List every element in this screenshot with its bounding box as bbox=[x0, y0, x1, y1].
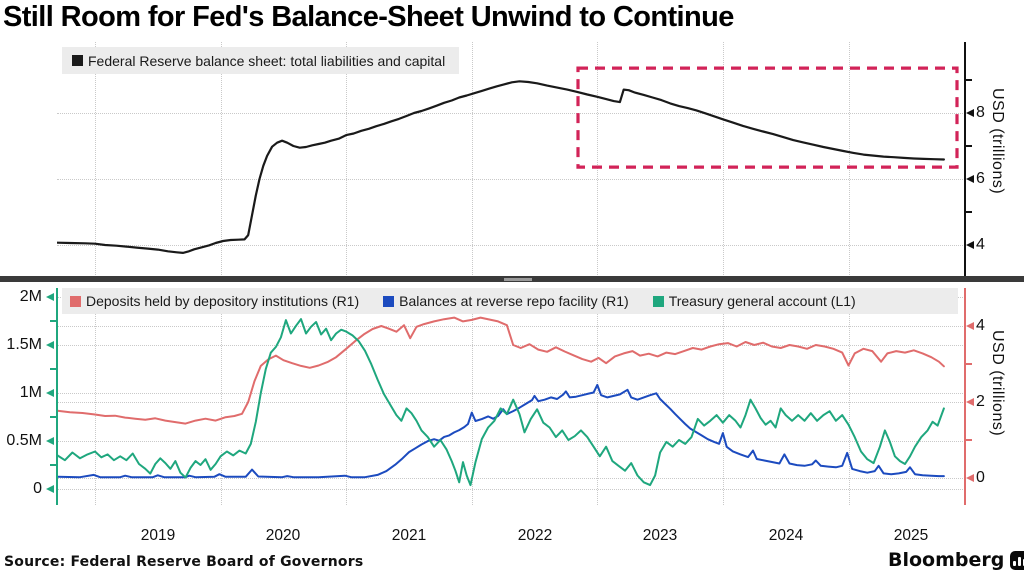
legend-swatch-tga bbox=[652, 295, 664, 307]
axis-tick-label-left: 0 bbox=[33, 480, 42, 497]
source-note: Source: Federal Reserve Board of Governo… bbox=[4, 554, 364, 570]
year-gridline bbox=[722, 42, 724, 277]
x-tick-2025: 2025 bbox=[893, 527, 929, 544]
x-tick-2023: 2023 bbox=[642, 527, 678, 544]
legend-label-tga: Treasury general account (L1) bbox=[668, 293, 856, 309]
x-tick-2020: 2020 bbox=[265, 527, 301, 544]
series-line-tga bbox=[57, 318, 945, 487]
axis-tick-label-left: 1M bbox=[19, 384, 42, 401]
axis-tick-label-right: 8 bbox=[976, 104, 985, 121]
axis-tick-label-right: 4 bbox=[976, 317, 985, 334]
minor-tick-left bbox=[50, 464, 56, 466]
tick-arrow-right bbox=[966, 474, 974, 482]
legend-swatch-balance-sheet bbox=[72, 55, 83, 66]
tick-arrow-right bbox=[966, 398, 974, 406]
tick-gridline bbox=[57, 179, 965, 180]
year-gridline bbox=[346, 288, 348, 505]
axis-line-left bbox=[56, 288, 58, 505]
legend-label-balance-sheet: Federal Reserve balance sheet: total lia… bbox=[88, 52, 446, 69]
highlight-box bbox=[576, 66, 959, 169]
tick-arrow-left bbox=[46, 389, 54, 397]
axis-tick-label-right: 0 bbox=[976, 469, 985, 486]
year-gridline bbox=[471, 288, 473, 505]
tick-arrow-left bbox=[46, 437, 54, 445]
tick-gridline bbox=[57, 393, 965, 394]
minor-tick-right bbox=[966, 211, 972, 213]
legend-item-balance-sheet: Federal Reserve balance sheet: total lia… bbox=[72, 53, 445, 69]
tick-arrow-left bbox=[46, 485, 54, 493]
bloomberg-wordmark: Bloomberg bbox=[888, 549, 1005, 571]
page-title: Still Room for Fed's Balance-Sheet Unwin… bbox=[3, 1, 734, 33]
tick-gridline bbox=[57, 113, 965, 114]
year-gridline bbox=[220, 288, 222, 505]
panel-divider-handle[interactable] bbox=[504, 278, 532, 281]
top-chart-canvas bbox=[57, 66, 959, 254]
bottom-right-axis-title: USD (trillions) bbox=[989, 330, 1006, 437]
year-gridline bbox=[471, 42, 473, 277]
minor-tick-left bbox=[50, 368, 56, 370]
legend-swatch-reverse-repo bbox=[383, 295, 395, 307]
tick-gridline bbox=[57, 489, 965, 490]
axis-tick-label-left: 0.5M bbox=[6, 432, 42, 449]
year-gridline bbox=[597, 288, 599, 505]
x-tick-2022: 2022 bbox=[517, 527, 553, 544]
legend-item-deposits: Deposits held by depository institutions… bbox=[70, 293, 359, 309]
year-gridline bbox=[95, 288, 96, 505]
legend-swatch-deposits bbox=[70, 295, 81, 307]
series-line-balance-sheet bbox=[57, 80, 946, 254]
axis-tick-label-right: 4 bbox=[976, 236, 985, 253]
tick-arrow-left bbox=[46, 341, 54, 349]
x-tick-2019: 2019 bbox=[140, 527, 176, 544]
minor-tick-right bbox=[966, 363, 972, 365]
year-gridline bbox=[220, 42, 222, 277]
year-gridline bbox=[597, 42, 599, 277]
x-tick-2024: 2024 bbox=[768, 527, 804, 544]
legend-label-reverse-repo: Balances at reverse repo facility (R1) bbox=[399, 293, 629, 309]
legend-label-deposits: Deposits held by depository institutions… bbox=[86, 293, 360, 309]
minor-tick-left bbox=[50, 416, 56, 418]
year-gridline bbox=[722, 288, 724, 505]
bottom-chart-canvas bbox=[57, 316, 945, 487]
axis-tick-label-left: 1.5M bbox=[6, 336, 42, 353]
axis-tick-label-left: 2M bbox=[19, 288, 42, 305]
top-legend: Federal Reserve balance sheet: total lia… bbox=[62, 47, 460, 74]
series-line-deposits bbox=[57, 316, 945, 425]
tick-arrow-right bbox=[966, 241, 974, 249]
year-gridline bbox=[346, 42, 348, 277]
minor-tick-right bbox=[966, 79, 972, 81]
x-tick-2021: 2021 bbox=[391, 527, 427, 544]
axis-tick-label-right: 2 bbox=[976, 393, 985, 410]
bottom-legend: Deposits held by depository institutions… bbox=[62, 288, 958, 314]
tick-gridline bbox=[57, 345, 965, 346]
bloomberg-brand: Bloomberg bbox=[888, 549, 1024, 571]
minor-tick-left bbox=[50, 320, 56, 322]
legend-item-reverse-repo: Balances at reverse repo facility (R1) bbox=[383, 293, 629, 309]
minor-tick-right bbox=[966, 145, 972, 147]
legend-item-tga: Treasury general account (L1) bbox=[652, 293, 856, 309]
tick-arrow-right bbox=[966, 322, 974, 330]
top-right-axis-title: USD (trillions) bbox=[989, 88, 1006, 195]
series-line-reverse-repo bbox=[57, 383, 945, 479]
axis-line-right bbox=[964, 288, 966, 505]
bloomberg-logo-icon bbox=[1010, 550, 1024, 570]
year-gridline bbox=[95, 42, 96, 277]
axis-line-right bbox=[964, 42, 966, 277]
tick-arrow-right bbox=[966, 109, 974, 117]
tick-arrow-left bbox=[46, 293, 54, 301]
year-gridline bbox=[848, 288, 850, 505]
tick-gridline bbox=[57, 245, 965, 246]
tick-gridline bbox=[57, 441, 965, 442]
tick-gridline bbox=[57, 326, 965, 327]
year-gridline bbox=[848, 42, 850, 277]
axis-tick-label-right: 6 bbox=[976, 170, 985, 187]
tick-gridline bbox=[57, 478, 965, 479]
tick-arrow-right bbox=[966, 175, 974, 183]
top-panel: 4 6 8 bbox=[57, 42, 985, 277]
minor-tick-right bbox=[966, 439, 972, 441]
bottom-panel: 0 0.5M 1M 1.5M 2M 0 2 4 bbox=[6, 288, 985, 505]
